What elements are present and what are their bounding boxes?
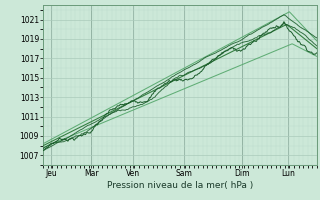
X-axis label: Pression niveau de la mer( hPa ): Pression niveau de la mer( hPa ) xyxy=(107,181,253,190)
